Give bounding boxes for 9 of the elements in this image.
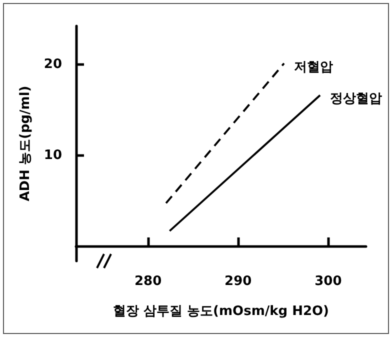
y-axis-title: ADH 농도(pg/ml) bbox=[18, 86, 33, 202]
series-label: 저혈압 bbox=[294, 60, 334, 75]
y-tick-label: 20 bbox=[44, 56, 62, 72]
x-axis-title: 혈장 삼투질 농도(mOsm/kg H2O) bbox=[112, 304, 330, 319]
x-tick-label: 290 bbox=[224, 274, 252, 289]
series-label: 정상혈압 bbox=[330, 92, 382, 107]
x-tick-label: 280 bbox=[134, 274, 162, 289]
y-tick-label: 10 bbox=[44, 148, 62, 163]
x-tick-label: 300 bbox=[314, 274, 342, 289]
